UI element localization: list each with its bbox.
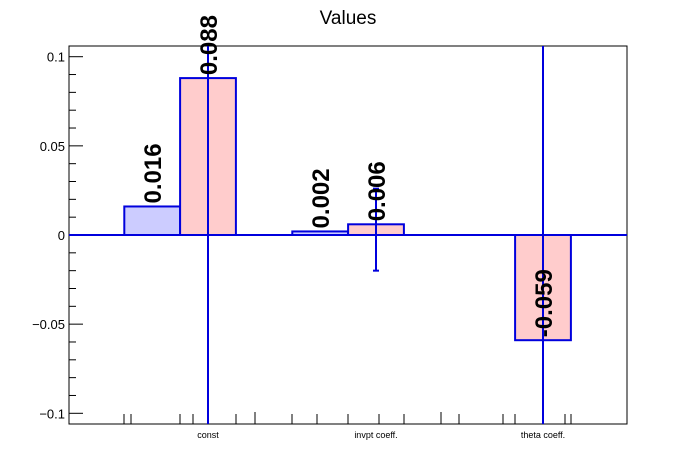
x-category-label: invpt coeff. — [354, 430, 397, 440]
data-label: 0.016 — [140, 143, 167, 203]
data-label: 0.006 — [364, 161, 391, 221]
data-label: 0.088 — [196, 15, 223, 75]
chart-title: Values — [320, 8, 377, 29]
data-label: 0.002 — [308, 168, 335, 228]
y-tick-label: 0.1 — [47, 50, 65, 65]
y-tick-label: −0.1 — [39, 406, 65, 421]
data-label: -0.059 — [531, 269, 558, 337]
x-category-label: theta coeff. — [521, 430, 565, 440]
y-tick-label: 0 — [58, 228, 65, 243]
y-tick-label: 0.05 — [40, 139, 65, 154]
y-tick-label: −0.05 — [32, 317, 65, 332]
x-category-label: const — [197, 430, 219, 440]
bar — [123, 205, 182, 236]
